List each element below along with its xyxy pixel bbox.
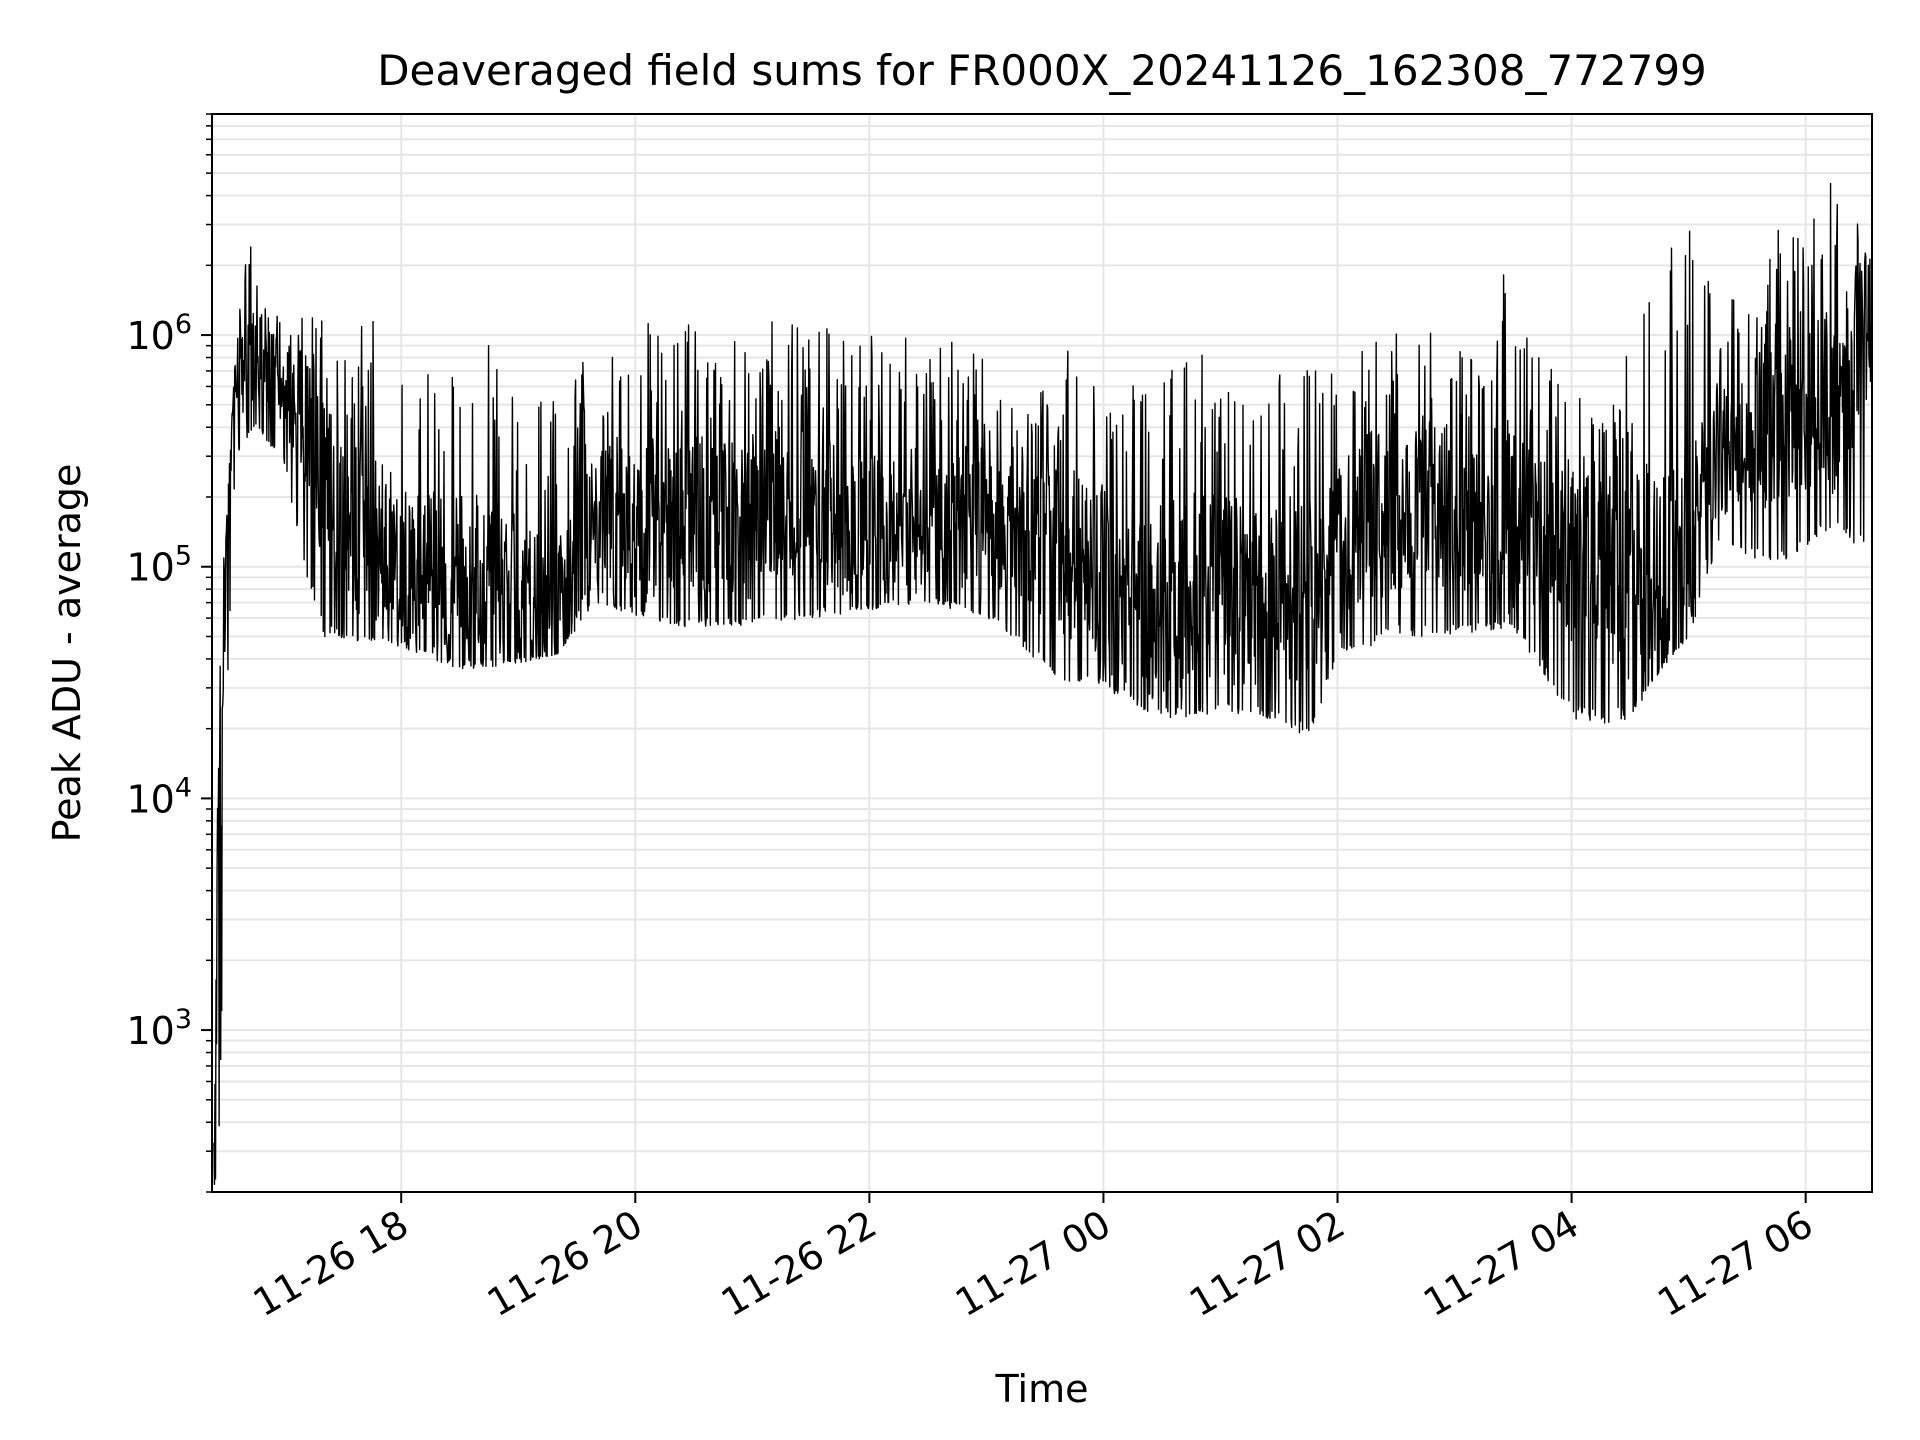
x-axis: 11-26 18 11-26 20 11-26 22 11-27 00 11-27 02… <box>246 1192 1820 1325</box>
series-path <box>213 182 1872 1186</box>
y-axis-label: Peak ADU - average <box>45 464 89 843</box>
x-tick-label: 11-27 04 <box>1416 1202 1586 1326</box>
series-line <box>213 182 1872 1186</box>
y-tick-label-base: 10 <box>126 546 174 590</box>
x-tick-label: 11-26 22 <box>714 1202 884 1326</box>
x-tick-label: 11-27 02 <box>1182 1202 1352 1326</box>
y-tick-label-base: 10 <box>126 1009 174 1053</box>
plot-frame <box>211 113 1873 1193</box>
y-tick-label: 105 <box>126 541 192 590</box>
x-tick-label: 11-26 18 <box>246 1202 416 1326</box>
y-tick-label: 106 <box>126 309 192 358</box>
chart-title: Deaveraged field sums for FR000X_2024112… <box>377 46 1707 95</box>
y-tick-label-exponent: 6 <box>175 309 192 340</box>
y-tick-label: 104 <box>126 772 192 821</box>
y-tick-label-exponent: 5 <box>175 541 192 572</box>
x-tick-label: 11-27 00 <box>948 1202 1118 1326</box>
y-tick-label-base: 10 <box>126 314 174 358</box>
y-tick-label-exponent: 4 <box>175 772 192 803</box>
x-axis-label: Time <box>995 1367 1089 1411</box>
y-tick-label-exponent: 3 <box>175 1004 192 1035</box>
y-tick-label: 103 <box>126 1004 192 1053</box>
x-tick-label: 11-27 06 <box>1650 1202 1820 1326</box>
y-tick-label-base: 10 <box>126 777 174 821</box>
x-tick-label: 11-26 20 <box>480 1202 650 1326</box>
